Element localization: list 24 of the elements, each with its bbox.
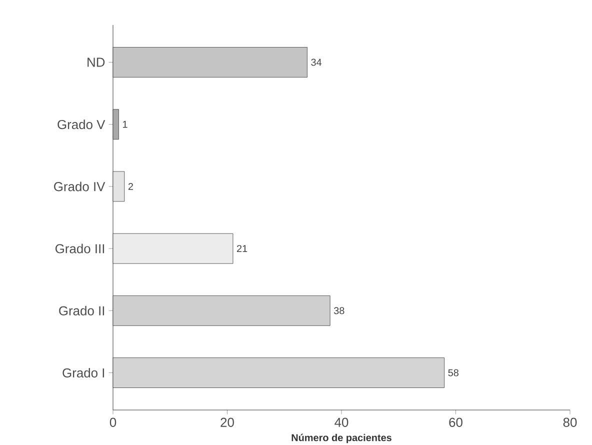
y-tick-label: Grado I xyxy=(62,368,104,378)
x-tick-label: 80 xyxy=(563,418,577,427)
data-label: 34 xyxy=(311,58,322,66)
data-label: 58 xyxy=(448,369,458,376)
y-tick-label: Grado II xyxy=(59,306,104,316)
data-label: 21 xyxy=(236,245,248,252)
y-tick-label: ND xyxy=(88,58,105,67)
bar xyxy=(112,47,308,78)
bar xyxy=(112,295,330,326)
bar xyxy=(112,171,125,202)
x-tick-label: 40 xyxy=(334,418,348,427)
x-tick-label: 20 xyxy=(220,418,234,427)
x-tick-label: 0 xyxy=(110,418,116,427)
x-tick-label: 60 xyxy=(449,418,462,427)
data-label: 1 xyxy=(123,120,128,128)
bar xyxy=(112,233,234,264)
data-label: 38 xyxy=(334,307,344,314)
bar xyxy=(112,358,445,388)
y-tick-label: Grado III xyxy=(55,244,104,254)
data-label: 2 xyxy=(128,182,133,190)
y-tick-label: Grado V xyxy=(58,120,106,130)
bar xyxy=(112,109,119,140)
x-axis-title: Número de pacientes xyxy=(292,434,392,444)
y-tick-label: Grado IV xyxy=(54,182,106,192)
